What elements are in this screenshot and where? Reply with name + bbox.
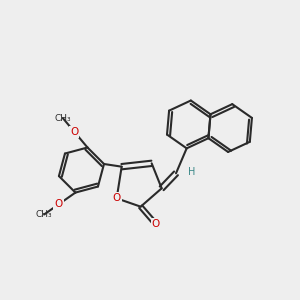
Text: O: O bbox=[112, 193, 121, 203]
Text: O: O bbox=[54, 200, 63, 209]
Text: H: H bbox=[188, 167, 195, 177]
Text: O: O bbox=[152, 219, 160, 229]
Text: CH₃: CH₃ bbox=[36, 210, 52, 219]
Text: O: O bbox=[70, 127, 78, 137]
Text: CH₃: CH₃ bbox=[55, 114, 71, 123]
